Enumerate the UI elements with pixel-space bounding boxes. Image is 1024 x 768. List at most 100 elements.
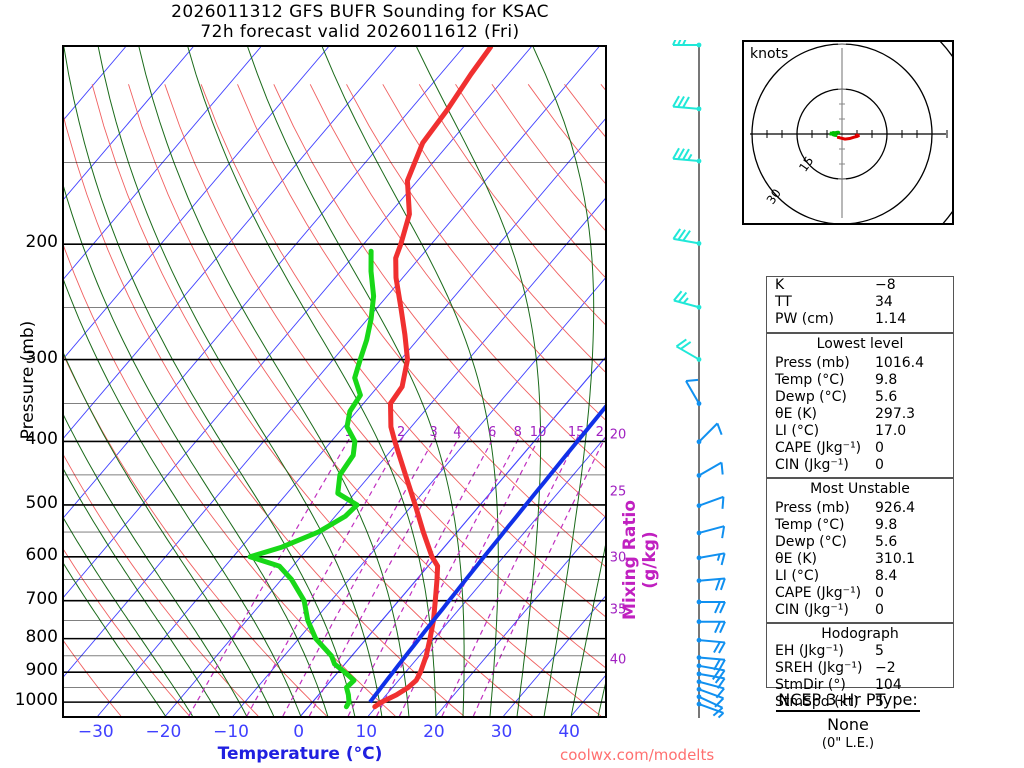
pressure-tick-400: 400 (25, 429, 58, 450)
most-unstable-label: CAPE (Jkg⁻¹) (775, 585, 862, 601)
pressure-tick-200: 200 (25, 232, 58, 253)
most-unstable-label: Temp (°C) (775, 517, 845, 533)
hodograph-stat-value: 5 (875, 694, 884, 710)
lowest-level-label: Press (mb) (775, 355, 850, 371)
pressure-tick-700: 700 (25, 588, 58, 609)
page-title: 2026011312 GFS BUFR Sounding for KSAC (171, 2, 549, 22)
pressure-tick-800: 800 (25, 626, 58, 647)
most-unstable-row: Dewp (°C) 5.6 (767, 534, 953, 551)
most-unstable-row: Press (mb) 926.4 (767, 500, 953, 517)
most-unstable-value: 926.4 (875, 500, 916, 516)
pressure-tick-300: 300 (25, 347, 58, 368)
lowest-level-value: 17.0 (875, 423, 907, 439)
lowest-level-label: Dewp (°C) (775, 389, 847, 405)
temperature-tick--30: −30 (77, 722, 114, 742)
index-label: K (775, 277, 785, 293)
most-unstable-label: CIN (Jkg⁻¹) (775, 602, 849, 618)
lowest-level-value: 1016.4 (875, 355, 924, 371)
ptype-value: None (827, 715, 869, 734)
stability-indices-rows: K −8 TT 34 PW (cm) 1.14 (767, 277, 953, 328)
lowest-level-value: 5.6 (875, 389, 898, 405)
index-row: TT 34 (767, 294, 953, 311)
most-unstable-value: 0 (875, 602, 884, 618)
svg-text:45: 45 (744, 219, 752, 223)
most-unstable-row: CIN (Jkg⁻¹) 0 (767, 602, 953, 619)
index-value: 1.14 (875, 311, 907, 327)
hodograph-stat-label: StmSpd (kt) (775, 694, 859, 710)
wind-barb-canvas (672, 33, 726, 719)
most-unstable-label: θE (K) (775, 551, 817, 567)
lowest-level-label: LI (°C) (775, 423, 820, 439)
index-label: TT (775, 294, 792, 310)
svg-text:20: 20 (596, 425, 605, 440)
most-unstable-row: Temp (°C) 9.8 (767, 517, 953, 534)
svg-text:6: 6 (488, 425, 496, 440)
lowest-level-value: 297.3 (875, 406, 916, 422)
hodograph-stat-label: EH (Jkg⁻¹) (775, 643, 844, 659)
hodograph-stats-panel: Hodograph EH (Jkg⁻¹) 5 SREH (Jkg⁻¹) −2 StmDi… (766, 623, 954, 710)
skewt-diagram: 123468101520 (62, 45, 607, 718)
temperature-tick-20: 20 (423, 722, 445, 742)
wind-barb-column (660, 33, 738, 722)
hodograph-units-label: knots (750, 46, 789, 62)
hodograph-stat-row: SREH (Jkg⁻¹) −2 (767, 660, 953, 677)
mixing-right-tick-25: 25 (609, 484, 627, 500)
svg-text:8: 8 (514, 425, 522, 440)
stability-indices-panel: K −8 TT 34 PW (cm) 1.14 (766, 276, 954, 333)
lowest-level-row: Dewp (°C) 5.6 (767, 389, 953, 406)
lowest-level-value: 0 (875, 440, 884, 456)
most-unstable-row: θE (K) 310.1 (767, 551, 953, 568)
pressure-tick-900: 900 (25, 660, 58, 681)
hodograph-stat-row: EH (Jkg⁻¹) 5 (767, 643, 953, 660)
mixing-right-tick-35: 35 (609, 602, 627, 618)
lowest-level-row: θE (K) 297.3 (767, 406, 953, 423)
most-unstable-title: Most Unstable (810, 481, 910, 497)
index-value: −8 (875, 277, 896, 293)
most-unstable-value: 8.4 (875, 568, 898, 584)
pressure-axis-labels: 200 300 400 500 600 700 800 900 1000 (0, 0, 58, 768)
hodograph-stat-label: SREH (Jkg⁻¹) (775, 660, 863, 676)
mixing-ratio-line-labels (0, 0, 700, 768)
temperature-tick-40: 40 (558, 722, 581, 742)
pressure-axis-title: Pressure (mb) (18, 320, 38, 440)
mixing-right-tick-20: 20 (609, 427, 627, 443)
most-unstable-row: LI (°C) 8.4 (767, 568, 953, 585)
most-unstable-label: LI (°C) (775, 568, 820, 584)
skewt-canvas: 123468101520 (64, 47, 605, 716)
mixing-right-tick-40: 40 (609, 652, 627, 668)
hodograph-stat-value: 104 (875, 677, 902, 693)
svg-text:30: 30 (764, 186, 784, 207)
most-unstable-value: 9.8 (875, 517, 898, 533)
hodograph-stat-value: −2 (875, 660, 896, 676)
watermark: coolwx.com/modelts (560, 746, 715, 764)
hodograph-canvas: 15 30 45 (706, 0, 978, 270)
most-unstable-label: Dewp (°C) (775, 534, 847, 550)
hodograph-stat-label: StmDir (°) (775, 677, 846, 693)
ptype-box: NCEP 3-Hr PType: None (0" L.E.) (742, 690, 954, 751)
temperature-tick-30: 30 (490, 722, 513, 742)
lowest-level-row: CIN (Jkg⁻¹) 0 (767, 457, 953, 474)
mixing-right-tick-30: 30 (609, 550, 627, 566)
pressure-tick-600: 600 (25, 544, 58, 565)
svg-text:15: 15 (796, 154, 816, 175)
temperature-tick-0: 0 (293, 722, 305, 742)
pressure-tick-500: 500 (25, 492, 58, 513)
most-unstable-panel: Most Unstable Press (mb) 926.4 Temp (°C) 9.… (766, 478, 954, 623)
temperature-axis-labels: −30 −20 −10 0 10 20 30 40 (77, 722, 581, 742)
most-unstable-value: 0 (875, 585, 884, 601)
lowest-level-label: Temp (°C) (775, 372, 845, 388)
ptype-liquid-equivalent: (0" L.E.) (821, 736, 875, 751)
svg-text:3: 3 (429, 425, 437, 440)
lowest-level-panel: Lowest level Press (mb) 1016.4 Temp (°C) 9.… (766, 333, 954, 478)
index-label: PW (cm) (775, 311, 834, 327)
svg-text:2: 2 (397, 425, 405, 440)
lowest-level-value: 9.8 (875, 372, 898, 388)
index-row: K −8 (767, 277, 953, 294)
ptype-header: NCEP 3-Hr PType: (776, 690, 920, 712)
hodograph-stats-title: Hodograph (821, 626, 899, 642)
most-unstable-rows: Press (mb) 926.4 Temp (°C) 9.8 Dewp (°C) 5.6 θ… (767, 500, 953, 619)
lowest-level-label: θE (K) (775, 406, 817, 422)
most-unstable-row: CAPE (Jkg⁻¹) 0 (767, 585, 953, 602)
temperature-tick--10: −10 (213, 722, 250, 742)
lowest-level-value: 0 (875, 457, 884, 473)
